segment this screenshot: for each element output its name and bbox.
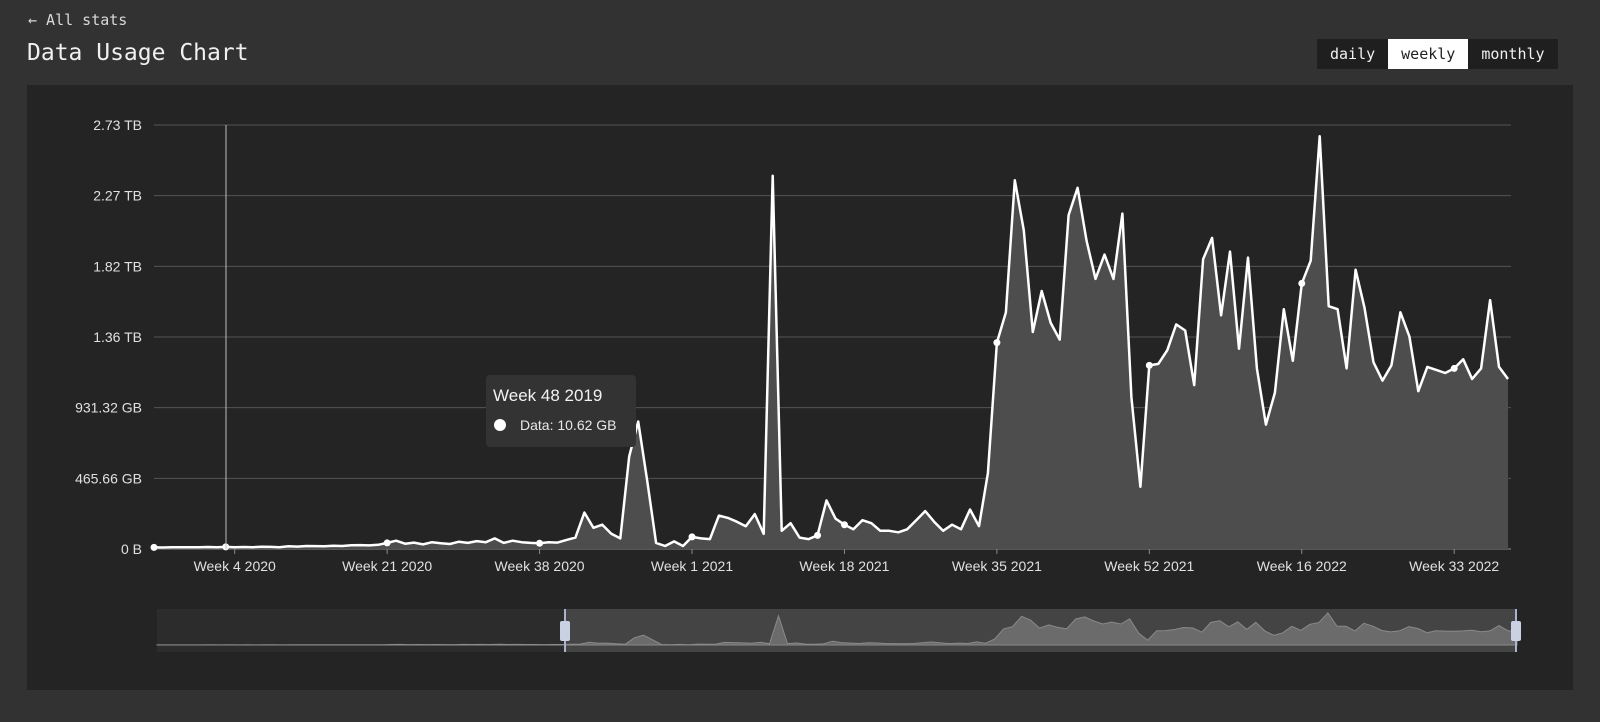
- data-point[interactable]: [383, 539, 391, 547]
- y-tick-label: 1.36 TB: [93, 329, 142, 345]
- range-daily-button[interactable]: daily: [1317, 39, 1389, 69]
- x-tick-label: Week 52 2021: [1104, 558, 1194, 574]
- x-axis-labels: Week 4 2020 Week 21 2020 Week 38 2020 Week …: [194, 558, 1500, 574]
- series-area: [154, 136, 1508, 549]
- chart-panel: 0 B 465.66 GB 931.32 GB 1.36 TB 1.82 TB 2.27 …: [27, 85, 1573, 690]
- x-tick-label: Week 21 2020: [342, 558, 432, 574]
- range-toggle: daily weekly monthly: [1317, 39, 1558, 69]
- back-link-all-stats[interactable]: ← All stats: [28, 11, 128, 29]
- zoom-handle-right[interactable]: [1511, 621, 1521, 641]
- y-tick-label: 2.27 TB: [93, 188, 142, 204]
- page-title: Data Usage Chart: [27, 40, 249, 66]
- tooltip-title: Week 48 2019: [493, 386, 602, 405]
- tooltip-dot: [494, 419, 506, 431]
- chart-tooltip: Week 48 2019 Data: 10.62 GB: [486, 375, 636, 447]
- x-tick-label: Week 18 2021: [799, 558, 889, 574]
- y-tick-label: 931.32 GB: [75, 400, 142, 416]
- range-monthly-button[interactable]: monthly: [1468, 39, 1558, 69]
- data-point[interactable]: [840, 521, 848, 529]
- data-point[interactable]: [1298, 279, 1306, 287]
- data-point[interactable]: [993, 339, 1001, 347]
- range-weekly-button[interactable]: weekly: [1388, 39, 1469, 69]
- x-tick-label: Week 1 2021: [651, 558, 733, 574]
- y-tick-label: 2.73 TB: [93, 117, 142, 133]
- x-tick-label: Week 16 2022: [1257, 558, 1347, 574]
- data-usage-chart: 0 B 465.66 GB 931.32 GB 1.36 TB 1.82 TB 2.27 …: [75, 117, 1521, 652]
- y-tick-label: 0 B: [121, 541, 142, 557]
- zoom-slider[interactable]: [156, 609, 1521, 652]
- data-point[interactable]: [688, 533, 696, 541]
- y-axis-labels: 0 B 465.66 GB 931.32 GB 1.36 TB 1.82 TB 2.27 …: [75, 117, 142, 557]
- x-tick-label: Week 38 2020: [495, 558, 585, 574]
- y-tick-label: 1.82 TB: [93, 258, 142, 274]
- x-tick-label: Week 33 2022: [1409, 558, 1499, 574]
- data-point[interactable]: [1145, 361, 1153, 369]
- points-layer: [150, 279, 1458, 551]
- x-tick-label: Week 35 2021: [952, 558, 1042, 574]
- data-point[interactable]: [150, 543, 158, 551]
- y-tick-label: 465.66 GB: [75, 470, 142, 486]
- data-point[interactable]: [814, 531, 822, 539]
- area-layer: [153, 134, 1510, 549]
- zoom-handle-left[interactable]: [560, 621, 570, 641]
- series-line: [153, 134, 1510, 549]
- data-point[interactable]: [1450, 364, 1458, 372]
- x-tick-label: Week 4 2020: [194, 558, 276, 574]
- data-point[interactable]: [536, 539, 544, 547]
- tooltip-label: Data: 10.62 GB: [520, 417, 617, 433]
- grid-layer: [154, 124, 1511, 554]
